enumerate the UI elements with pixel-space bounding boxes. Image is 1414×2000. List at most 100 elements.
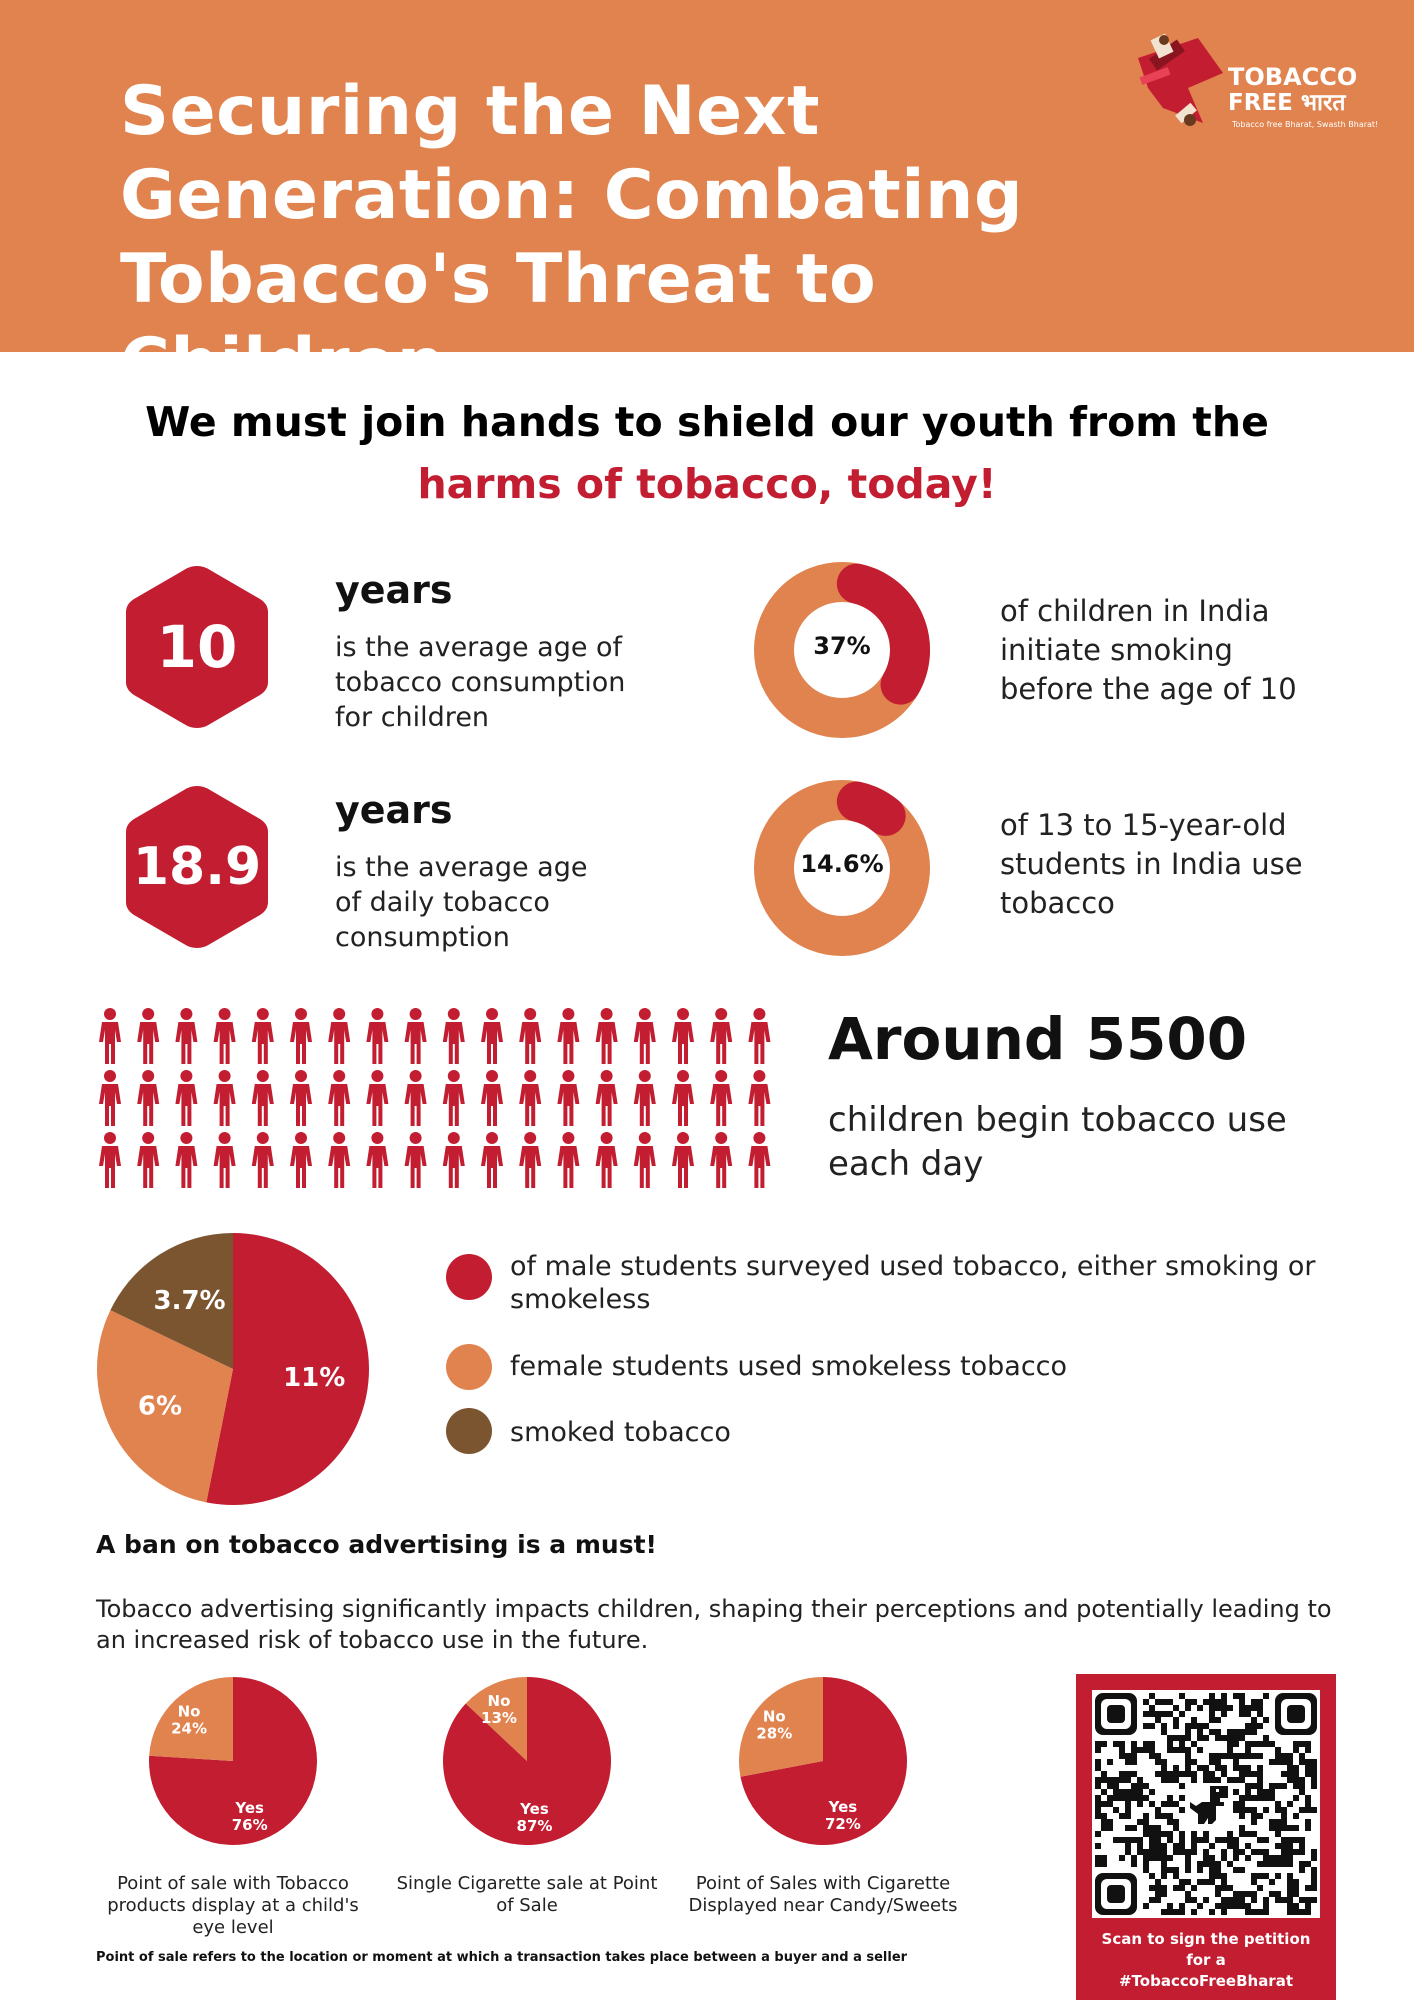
pie-no-label: No (763, 1708, 786, 1726)
qr-caption-line: Scan to sign the petition (1101, 1930, 1311, 1948)
donut-desc-line: of children in India (1000, 594, 1270, 628)
child-figure-icon (557, 1008, 580, 1064)
pie-caption-eye-level: Point of sale with Tobacco products disp… (98, 1873, 368, 1939)
hexagon-shape-icon (126, 786, 268, 948)
donut-desc-line: before the age of 10 (1000, 672, 1297, 706)
hexagon-badge-18-9: 18.9 (122, 782, 272, 952)
donut-label-14-6: 14.6% (800, 850, 884, 878)
child-figure-icon (213, 1070, 236, 1126)
legend-dot-female (446, 1344, 492, 1390)
stat-value-10: 10 (156, 613, 238, 681)
child-figure-icon (251, 1132, 274, 1188)
pie-yes-value: 76% (232, 1816, 268, 1834)
child-figure-icon (710, 1008, 733, 1064)
child-figure-icon (366, 1070, 389, 1126)
child-figure-icon (99, 1070, 121, 1126)
dinosaur-icon (1190, 1786, 1228, 1824)
child-figure-icon (99, 1132, 121, 1188)
stat-desc-line: is the average age (335, 852, 588, 883)
title-line-3: Tobacco's Threat to Children (120, 240, 877, 403)
pie-caption-line: Point of Sales with Cigarette (695, 1873, 951, 1894)
stat-unit-years: years (335, 788, 453, 832)
child-figure-icon (633, 1132, 656, 1188)
legend-line: smokeless (510, 1284, 651, 1315)
child-figure-icon (366, 1132, 389, 1188)
child-figure-icon (290, 1070, 312, 1126)
pie-caption-line: Point of sale with Tobacco (117, 1873, 349, 1894)
child-figure-icon (710, 1070, 733, 1126)
child-figure-icon (213, 1008, 236, 1064)
title-line-1: Securing the Next (120, 72, 821, 151)
legend-text-female: female students used smokeless tobacco (510, 1351, 1068, 1382)
pie-slice-label-1: 6% (138, 1391, 182, 1421)
qr-caption-line: for a (1186, 1951, 1226, 1969)
child-figure-icon (519, 1008, 542, 1064)
child-figure-icon (633, 1070, 656, 1126)
stat-desc-line: tobacco consumption (335, 667, 626, 698)
pie-caption-line: products display at a child's (107, 1895, 359, 1916)
stat-value-18-9: 18.9 (132, 837, 262, 897)
child-figure-icon (633, 1008, 656, 1064)
daily-desc: children begin tobacco use each day (828, 1098, 1348, 1186)
pie-caption-line: eye level (192, 1917, 274, 1938)
child-figure-icon (328, 1070, 351, 1126)
stat-desc-initiation: is the average age of tobacco consumptio… (335, 630, 665, 735)
donut-chart-37 (754, 562, 930, 738)
pie-slice-2 (110, 1233, 233, 1369)
ban-desc-line: Tobacco advertising significantly impact… (96, 1595, 1332, 1623)
donut-desc-initiate: of children in India initiate smoking be… (1000, 592, 1340, 709)
pie-slice-1 (97, 1310, 233, 1503)
donut-desc-line: tobacco (1000, 886, 1115, 920)
logo-tagline: Tobacco free Bharat, Swasth Bharat! (1232, 120, 1379, 129)
stat-desc-line: is the average age of (335, 632, 623, 663)
child-figure-icon (748, 1070, 771, 1126)
child-figure-icon (404, 1008, 427, 1064)
child-figure-icon (748, 1132, 771, 1188)
child-figure-icon (290, 1008, 312, 1064)
children-figures-grid (99, 1008, 771, 1188)
headline-line-1: We must join hands to shield our youth f… (145, 398, 1269, 446)
child-figure-icon (213, 1132, 236, 1188)
stat-desc-line: of daily tobacco (335, 887, 550, 918)
pie-no-slice (465, 1677, 527, 1761)
pie-yes-value: 87% (517, 1817, 553, 1835)
pie-no-value: 28% (756, 1725, 792, 1743)
qr-code[interactable] (1092, 1690, 1320, 1918)
petition-qr-panel[interactable]: Scan to sign the petition for a #Tobacco… (1076, 1674, 1336, 2000)
pie-caption-single-cigarette: Single Cigarette sale at Point of Sale (392, 1873, 662, 1917)
headline-line-2: harms of tobacco, today! (417, 460, 997, 508)
child-figure-icon (595, 1132, 618, 1188)
pie-caption-line: Single Cigarette sale at Point (396, 1873, 658, 1894)
ban-desc: Tobacco advertising significantly impact… (96, 1594, 1336, 1656)
child-figure-icon (442, 1132, 465, 1188)
pie-yes-label: Yes (519, 1800, 549, 1818)
child-figure-icon (442, 1008, 465, 1064)
pie-yes-slice (740, 1677, 907, 1845)
child-figure-icon (328, 1008, 351, 1064)
donut-value-arc (836, 781, 906, 836)
child-figure-icon (328, 1132, 351, 1188)
donut-chart-14-6 (754, 780, 930, 956)
hexagon-badge-10: 10 (122, 562, 272, 732)
child-figure-icon (404, 1132, 427, 1188)
child-figure-icon (481, 1132, 503, 1188)
header-banner: Securing the Next Generation: Combating … (0, 0, 1414, 403)
pie-slice-label-0: 11% (283, 1363, 345, 1393)
child-figure-icon (137, 1008, 160, 1064)
tobacco-free-bharat-logo: TOBACCO FREE भारत Tobacco free Bharat, S… (1128, 28, 1390, 148)
pie-slice-label-2: 3.7% (153, 1286, 225, 1316)
pie-caption-near-candy: Point of Sales with Cigarette Displayed … (688, 1873, 958, 1917)
qr-caption-line: #TobaccoFreeBharat (1118, 1972, 1294, 1990)
student-tobacco-pie: 11% 6% 3.7% (97, 1233, 370, 1505)
stat-desc-daily: is the average age of daily tobacco cons… (335, 850, 665, 955)
child-figure-icon (557, 1132, 580, 1188)
pie-yes-label: Yes (234, 1799, 264, 1817)
title-line-2: Generation: Combating (120, 156, 1024, 235)
page-title: Securing the Next Generation: Combating … (120, 70, 1120, 406)
point-of-sale-footnote: Point of sale refers to the location or … (96, 1950, 908, 1965)
pie-no-slice (739, 1677, 823, 1777)
donut-desc-students: of 13 to 15-year-old students in India u… (1000, 806, 1340, 923)
